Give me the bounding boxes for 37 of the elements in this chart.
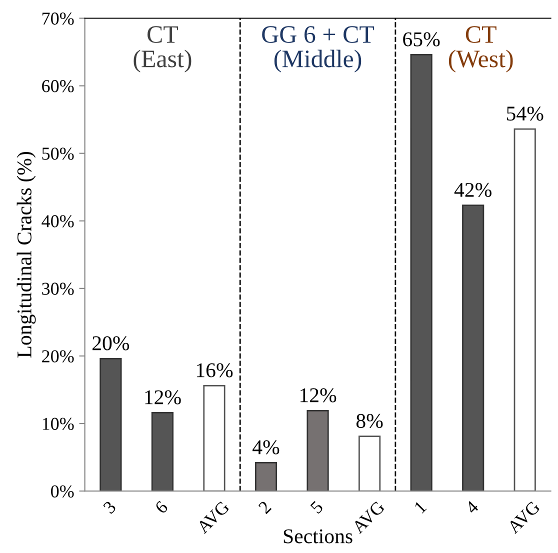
y-axis-title: Longitudinal Cracks (%) <box>16 152 36 358</box>
y-tick-label: 30% <box>42 282 74 295</box>
data-label: 8% <box>356 414 383 428</box>
y-tick-label: 70% <box>42 12 74 25</box>
bar <box>358 436 381 492</box>
y-tick-label: 20% <box>42 350 74 362</box>
data-label: 4% <box>252 440 280 454</box>
data-label: 42% <box>454 182 492 198</box>
x-tick-label: 2 <box>258 500 272 514</box>
x-axis-title: Sections <box>284 529 352 544</box>
x-tick-label: 6 <box>154 500 168 514</box>
x-tick-label: 4 <box>464 500 480 514</box>
data-label: 16% <box>196 363 233 378</box>
x-tick-label: 3 <box>102 500 117 514</box>
x-tick-label: 1 <box>414 500 427 514</box>
annotation: GG 6 + CT (Middle) <box>262 26 374 72</box>
annotation: CT (East) <box>134 26 192 72</box>
data-label: 20% <box>92 336 130 350</box>
bar <box>462 204 484 492</box>
y-tick-label: 10% <box>42 418 74 430</box>
y-tick-label: 50% <box>42 148 74 160</box>
x-tick-label: 5 <box>310 500 324 514</box>
bar <box>514 128 536 492</box>
data-label: 12% <box>300 388 336 402</box>
bar <box>410 54 432 492</box>
y-tick-label: 60% <box>42 80 74 92</box>
data-label: 65% <box>403 32 440 46</box>
annotation: CT (West) <box>448 26 513 72</box>
bar <box>203 385 226 492</box>
bar <box>306 410 329 492</box>
data-label: 54% <box>506 106 544 121</box>
bar <box>151 412 174 492</box>
y-tick-label: 40% <box>42 215 74 228</box>
y-tick-label: 0% <box>51 485 74 498</box>
bar <box>100 358 122 492</box>
data-label: 12% <box>145 390 181 404</box>
bar <box>254 462 278 492</box>
